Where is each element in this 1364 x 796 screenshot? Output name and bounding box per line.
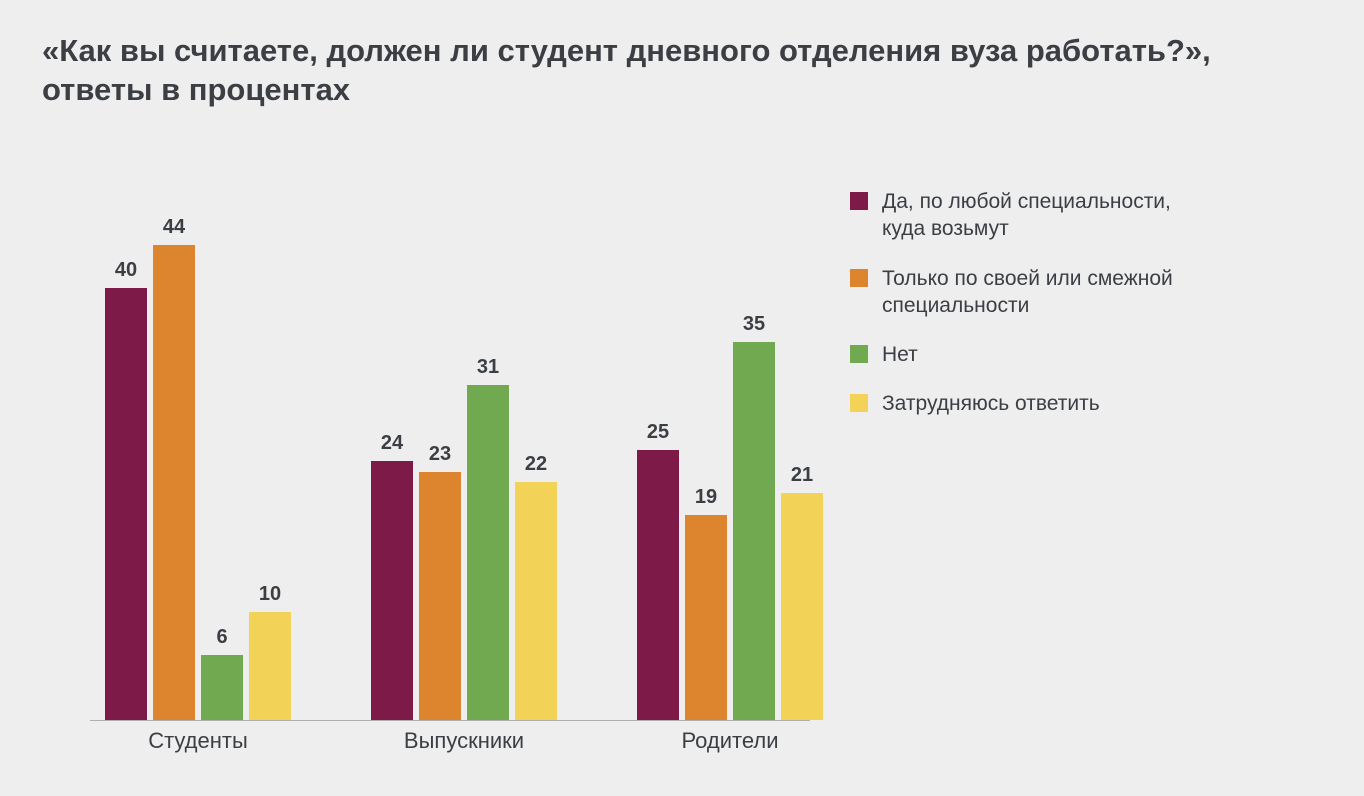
legend-label: Затрудняюсь ответить: [882, 390, 1100, 417]
bar: [685, 515, 727, 720]
chart-title: «Как вы считаете, должен ли студент днев…: [42, 32, 1322, 110]
bar: [371, 461, 413, 720]
bar-group: 4044610Студенты: [105, 180, 291, 720]
bar-value-label: 44: [153, 216, 195, 239]
bar-group: 25193521Родители: [637, 180, 823, 720]
legend-swatch: [850, 269, 868, 287]
bar-value-label: 40: [105, 259, 147, 282]
bar-value-label: 31: [467, 356, 509, 379]
bar: [419, 472, 461, 720]
bar-value-label: 10: [249, 583, 291, 606]
bar: [733, 342, 775, 720]
legend: Да, по любой специальности, куда возьмут…: [850, 188, 1320, 440]
category-label: Родители: [637, 728, 823, 754]
bar-group: 24233122Выпускники: [371, 180, 557, 720]
bar: [515, 482, 557, 720]
legend-item: Нет: [850, 341, 1320, 368]
bar: [467, 385, 509, 720]
bar-value-label: 24: [371, 432, 413, 455]
legend-swatch: [850, 192, 868, 210]
legend-swatch: [850, 394, 868, 412]
bar: [637, 450, 679, 720]
bar: [105, 288, 147, 720]
bar: [249, 612, 291, 720]
bar: [201, 655, 243, 720]
legend-swatch: [850, 345, 868, 363]
plot-area: 4044610Студенты24233122Выпускники2519352…: [90, 180, 810, 721]
bar-value-label: 6: [201, 626, 243, 649]
bar-value-label: 35: [733, 313, 775, 336]
legend-item: Да, по любой специальности, куда возьмут: [850, 188, 1320, 243]
category-label: Выпускники: [371, 728, 557, 754]
bar: [781, 493, 823, 720]
bar-value-label: 25: [637, 421, 679, 444]
bar-value-label: 22: [515, 453, 557, 476]
legend-label: Нет: [882, 341, 918, 368]
category-label: Студенты: [105, 728, 291, 754]
bar-value-label: 19: [685, 486, 727, 509]
legend-item: Только по своей или смежной специальност…: [850, 265, 1320, 320]
bar: [153, 245, 195, 720]
legend-label: Только по своей или смежной специальност…: [882, 265, 1182, 320]
chart-container: «Как вы считаете, должен ли студент днев…: [0, 0, 1364, 796]
legend-item: Затрудняюсь ответить: [850, 390, 1320, 417]
bar-value-label: 21: [781, 464, 823, 487]
bar-value-label: 23: [419, 443, 461, 466]
legend-label: Да, по любой специальности, куда возьмут: [882, 188, 1182, 243]
